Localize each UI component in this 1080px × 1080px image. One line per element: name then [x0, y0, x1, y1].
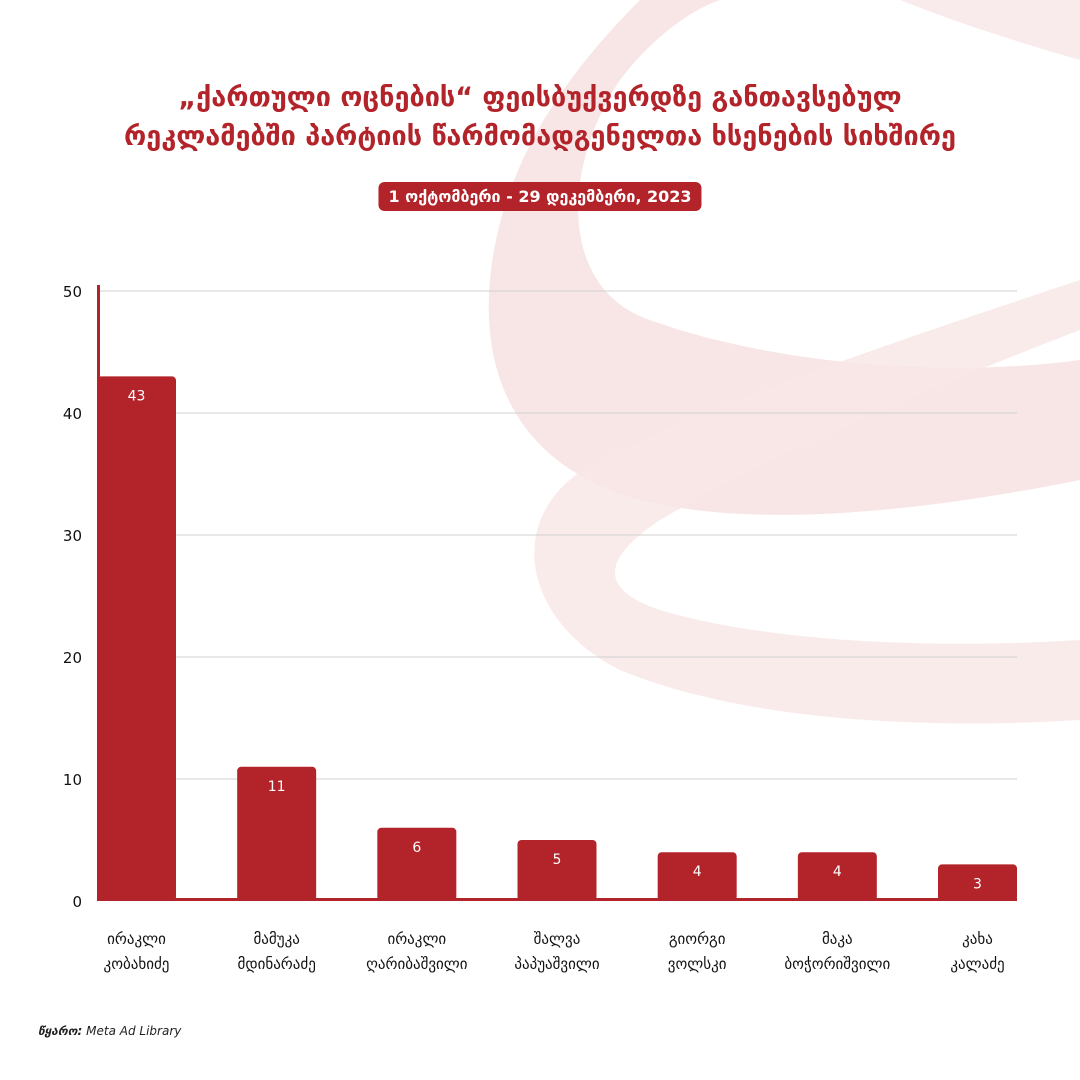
x-tick-label: შალვა: [534, 930, 581, 948]
y-tick-label: 20: [63, 649, 82, 667]
bar: [797, 852, 877, 901]
chart-title: „ქართული ოცნების“ ფეისბუქვერდზე განთავსე…: [40, 78, 1040, 156]
y-tick-label: 0: [72, 893, 82, 911]
y-tick-label: 50: [63, 283, 82, 301]
date-range-badge: 1 ოქტომბერი - 29 დეკემბერი, 2023: [378, 182, 702, 211]
y-tick-label: 30: [63, 527, 82, 545]
data-label: 5: [553, 852, 562, 868]
data-label: 43: [128, 388, 146, 404]
source-note: წყარო: Meta Ad Library: [38, 1024, 181, 1038]
source-value: Meta Ad Library: [86, 1024, 182, 1038]
bar: [657, 852, 737, 901]
y-tick-label: 10: [63, 771, 82, 789]
bar: [938, 864, 1017, 901]
data-label: 3: [973, 876, 982, 892]
data-label: 11: [268, 779, 286, 795]
chart-title-line-2: რეკლამებში პარტიის წარმომადგენელთა ხსენე…: [124, 121, 956, 153]
x-tick-label: მაკა: [822, 930, 853, 948]
x-tick-label: ვოლსკი: [668, 955, 727, 973]
x-tick-label: ირაკლი: [107, 930, 166, 948]
data-label: 4: [693, 864, 702, 880]
data-label: 6: [412, 840, 421, 856]
ribbon-shape-corner: [900, 0, 1080, 60]
bar: [97, 376, 176, 901]
x-tick-label: ირაკლი: [387, 930, 446, 948]
x-tick-label: მდინარაძე: [237, 955, 315, 973]
x-tick-label: მამუკა: [253, 930, 299, 948]
x-tick-label: პაპუაშვილი: [514, 955, 599, 973]
x-tick-label: ბოჭორიშვილი: [784, 955, 890, 973]
x-tick-label: ღარიბაშვილი: [366, 955, 468, 973]
ribbon-shape-mid: [534, 280, 1080, 724]
y-tick-label: 40: [63, 405, 82, 423]
bar: [377, 827, 457, 901]
chart-title-line-1: „ქართული ოცნების“ ფეისბუქვერდზე განთავსე…: [178, 82, 902, 113]
x-tick-label: კახა: [962, 930, 993, 948]
x-tick-label: კობახიძე: [104, 955, 170, 973]
bar: [517, 840, 597, 901]
source-label: წყარო:: [38, 1024, 83, 1038]
bar: [237, 766, 317, 901]
data-label: 4: [833, 864, 842, 880]
x-tick-label: კალაძე: [950, 955, 1004, 973]
x-tick-label: გიორგი: [669, 930, 726, 948]
